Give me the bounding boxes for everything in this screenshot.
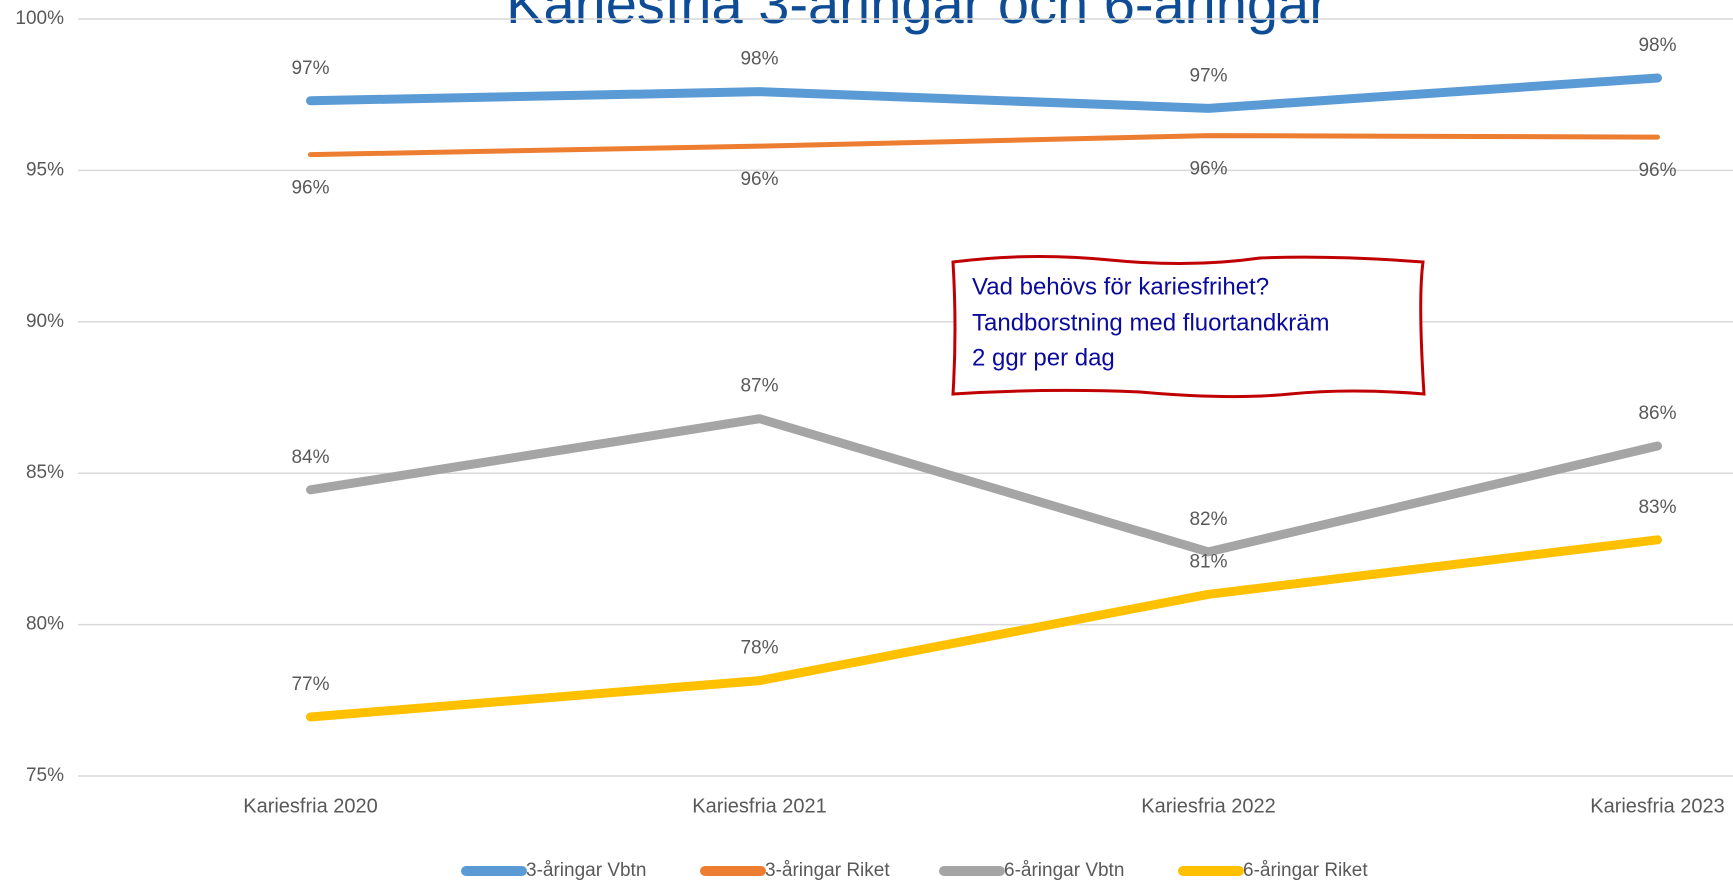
legend-label: 6-åringar Vbtn [1004,860,1124,881]
series-line [308,133,1660,158]
data-label: 82% [1189,509,1227,530]
legend-label: 3-åringar Riket [765,860,890,881]
chart-title: Kariesfria 3-åringar och 6-åringar [506,0,1328,35]
x-tick-label: Kariesfria 2023 [1590,795,1725,817]
data-label: 77% [291,674,329,695]
y-tick-label: 85% [26,462,64,483]
data-label: 97% [291,58,329,79]
data-label: 86% [1638,403,1676,424]
annotation-line: Tandborstning med fluortandkräm [972,309,1330,336]
data-label: 98% [1638,35,1676,56]
data-label: 83% [1638,497,1676,518]
data-label: 96% [1189,159,1227,180]
x-tick-label: Kariesfria 2020 [243,795,378,817]
data-label: 98% [740,49,778,70]
y-tick-label: 80% [26,614,64,635]
series-line [306,414,1662,557]
annotation-box [951,254,1426,399]
data-label: 87% [740,376,778,397]
x-tick-label: Kariesfria 2021 [692,795,827,817]
x-tick-label: Kariesfria 2022 [1141,795,1276,817]
legend-label: 6-åringar Riket [1243,860,1368,881]
y-tick-label: 75% [26,765,64,786]
legend-label: 3-åringar Vbtn [526,860,646,881]
y-tick-label: 95% [26,159,64,180]
data-label: 96% [1638,160,1676,181]
series-line [306,535,1662,722]
data-label: 96% [291,178,329,199]
y-tick-label: 90% [26,311,64,332]
data-label: 84% [291,447,329,468]
annotation-line: 2 ggr per dag [972,344,1115,371]
series-line [306,73,1662,113]
data-label: 78% [740,638,778,659]
y-tick-label: 100% [15,8,64,29]
annotation-line: Vad behövs för kariesfrihet? [972,273,1269,300]
data-label: 81% [1189,551,1227,572]
data-label: 97% [1189,65,1227,86]
data-label: 96% [740,169,778,190]
